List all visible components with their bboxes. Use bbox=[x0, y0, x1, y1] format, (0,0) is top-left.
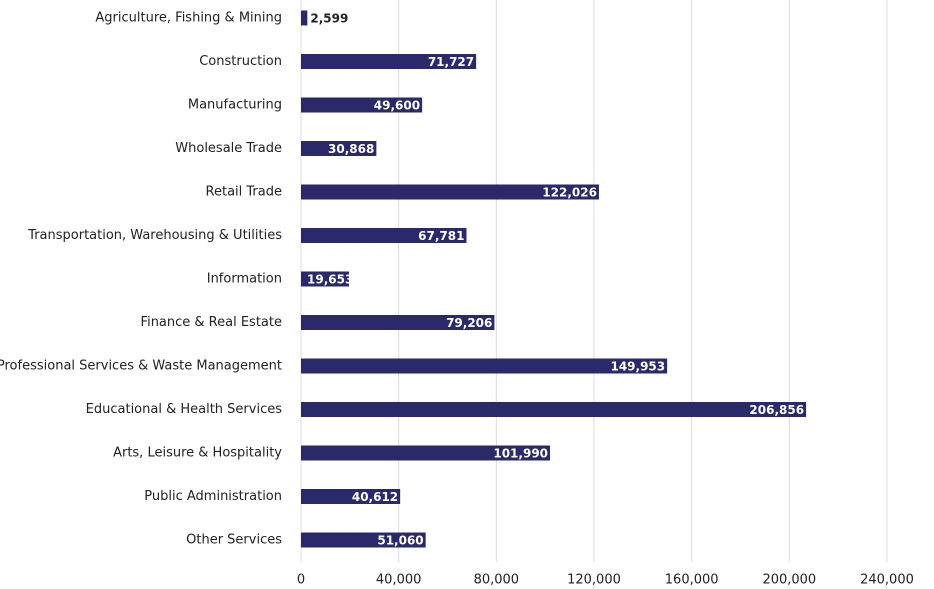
x-tick-label: 200,000 bbox=[762, 573, 816, 588]
y-tick-label: Arts, Leisure & Hospitality bbox=[113, 446, 282, 461]
value-label: 2,599 bbox=[310, 12, 348, 26]
value-label: 40,612 bbox=[352, 490, 398, 504]
value-label: 51,060 bbox=[377, 534, 423, 548]
value-label: 49,600 bbox=[374, 99, 420, 113]
bar bbox=[301, 489, 401, 504]
x-tick-label: 240,000 bbox=[860, 573, 914, 588]
bar bbox=[301, 184, 599, 200]
value-label: 67,781 bbox=[418, 229, 464, 243]
bar bbox=[301, 532, 426, 548]
value-label: 149,953 bbox=[610, 360, 665, 374]
x-tick-label: 120,000 bbox=[567, 573, 621, 588]
value-label: 101,990 bbox=[493, 447, 548, 461]
x-tick-label: 0 bbox=[297, 573, 305, 588]
y-tick-label: Other Services bbox=[186, 533, 282, 548]
y-tick-label: Agriculture, Fishing & Mining bbox=[95, 11, 282, 26]
y-tick-label: Information bbox=[207, 272, 282, 287]
bar bbox=[301, 10, 308, 26]
x-tick-label: 80,000 bbox=[474, 573, 520, 588]
bar bbox=[301, 271, 349, 287]
y-tick-label: Transportation, Warehousing & Utilities bbox=[27, 228, 282, 243]
bar bbox=[301, 315, 495, 330]
value-label: 79,206 bbox=[446, 316, 492, 330]
x-tick-label: 160,000 bbox=[665, 573, 719, 588]
value-label: 206,856 bbox=[749, 403, 804, 417]
bar bbox=[301, 54, 477, 69]
y-tick-label: Public Administration bbox=[144, 489, 282, 504]
x-tick-label: 40,000 bbox=[376, 573, 422, 588]
bar bbox=[301, 141, 377, 156]
value-label: 122,026 bbox=[542, 186, 597, 200]
bar bbox=[301, 228, 467, 243]
bar bbox=[301, 358, 668, 374]
y-tick-label: Manufacturing bbox=[188, 98, 282, 113]
bar bbox=[301, 445, 551, 461]
bar bbox=[301, 402, 807, 417]
value-label: 19,653 bbox=[307, 273, 353, 287]
value-label: 30,868 bbox=[328, 142, 374, 156]
y-tick-label: Educational & Health Services bbox=[86, 402, 283, 417]
y-tick-label: Professional Services & Waste Management bbox=[0, 359, 282, 374]
y-tick-label: Finance & Real Estate bbox=[141, 315, 282, 330]
bar bbox=[301, 97, 423, 113]
value-label: 71,727 bbox=[428, 55, 474, 69]
y-tick-label: Construction bbox=[199, 54, 282, 69]
y-tick-label: Wholesale Trade bbox=[175, 141, 282, 156]
y-tick-label: Retail Trade bbox=[206, 185, 282, 200]
